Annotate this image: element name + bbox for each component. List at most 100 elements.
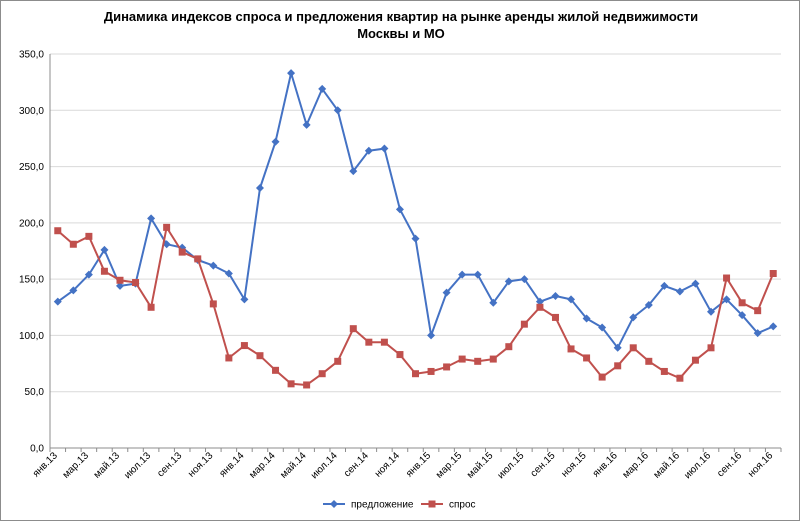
x-tick-label: май.16 <box>652 450 683 481</box>
x-tick-label: сен.15 <box>529 450 558 479</box>
series-2-point <box>583 354 591 362</box>
y-tick-label: 200,0 <box>19 218 44 229</box>
series-1-point <box>209 261 218 270</box>
series-1-point <box>582 314 591 323</box>
x-tick-label: июл.15 <box>496 450 527 481</box>
x-tick-labels: янв.13 мар.13 май.13 июл.13 сен.13 ноя.13 янв.… <box>31 450 776 481</box>
x-tick-label: сен.13 <box>155 450 184 479</box>
x-tick-label: сен.14 <box>342 450 371 479</box>
series-2-point <box>240 342 248 350</box>
series-2-point <box>225 354 233 362</box>
series-group <box>53 69 778 389</box>
series-1-point <box>318 84 327 93</box>
x-tick-label: янв.16 <box>591 450 620 479</box>
series-2-point <box>551 313 559 321</box>
x-tick-label: янв.15 <box>404 450 433 479</box>
series-1-point <box>629 313 638 322</box>
series-1-point <box>349 167 358 176</box>
chart-title-line-1: Динамика индексов спроса и предложения к… <box>104 9 698 24</box>
series-1-point <box>753 329 762 338</box>
series-1-point <box>364 146 373 155</box>
x-tick-label: мар.16 <box>621 450 652 481</box>
series-1-line <box>57 72 774 349</box>
series-2-point <box>769 270 777 278</box>
series-2-point <box>412 370 419 378</box>
series-2-point <box>365 338 373 346</box>
legend-marker-2 <box>428 500 436 508</box>
series-2-line <box>57 226 775 386</box>
series-2-point <box>116 276 124 284</box>
series-2-point <box>691 356 699 364</box>
axes <box>49 54 782 452</box>
series-1-point <box>722 295 731 304</box>
series-1-point <box>53 297 62 306</box>
series-1-point <box>675 287 684 296</box>
series-2-point <box>178 248 186 256</box>
x-tick-label: июл.14 <box>309 450 340 481</box>
x-tick-label: мар.14 <box>247 450 278 481</box>
series-1-point <box>240 295 249 304</box>
series-2-point <box>272 366 280 374</box>
series-1-point <box>302 120 311 129</box>
series-2-point <box>629 344 637 352</box>
series-2-point <box>567 345 575 353</box>
series-2-point <box>334 357 342 365</box>
series-2-point <box>303 381 311 389</box>
y-tick-label: 350,0 <box>19 50 44 61</box>
series-2-point <box>598 373 606 381</box>
series-1-point <box>567 295 576 304</box>
series-2-point <box>676 374 684 382</box>
y-tick-label: 100,0 <box>19 331 44 342</box>
y-tick-label: 0,0 <box>30 444 44 455</box>
series-2-point <box>723 274 731 282</box>
series-2-point <box>505 343 513 351</box>
series-1-point <box>69 286 78 295</box>
x-tick-label: июл.16 <box>682 450 713 481</box>
x-tick-label: мар.13 <box>61 450 92 481</box>
series-1-point <box>333 106 342 115</box>
series-1-point <box>147 214 156 223</box>
x-tick-label: сен.16 <box>715 450 744 479</box>
series-1-point <box>115 281 124 290</box>
x-tick-label: ноя.15 <box>559 450 589 480</box>
series-1-point <box>473 270 482 279</box>
legend-marker-1 <box>330 500 338 508</box>
series-1-point <box>644 301 653 310</box>
series-1-point <box>84 270 93 279</box>
series-2-point <box>380 338 388 346</box>
series-2-point <box>474 357 482 365</box>
series-1-point <box>255 183 264 192</box>
x-tick-label: май.14 <box>278 450 309 481</box>
series-1-point <box>613 343 622 352</box>
x-tick-label: июл.13 <box>122 450 153 481</box>
series-2-point <box>443 363 451 371</box>
series-1-point <box>427 331 436 340</box>
series-1-point <box>520 275 529 284</box>
y-tick-label: 300,0 <box>19 106 44 117</box>
series-2-point <box>100 267 108 275</box>
series-2-point <box>614 362 622 370</box>
series-2-point <box>163 223 171 231</box>
chart-title-line-2: Москвы и МО <box>357 26 445 41</box>
y-tick-label: 150,0 <box>19 275 44 286</box>
series-2-point <box>396 351 404 359</box>
series-1-point <box>224 269 233 278</box>
series-2-point <box>520 320 528 328</box>
x-tick-label: май.13 <box>92 450 123 481</box>
series-2-point <box>194 255 202 263</box>
series-1 <box>53 69 778 352</box>
series-1-point <box>489 298 498 307</box>
series-1-point <box>380 144 389 153</box>
series-2-point <box>209 300 217 308</box>
series-2-point <box>660 367 668 375</box>
series-2-point <box>318 370 326 378</box>
series-1-point <box>660 281 669 290</box>
series-1-point <box>287 69 296 78</box>
series-1-point <box>411 234 420 243</box>
series-1-point <box>271 137 280 146</box>
series-1-point <box>535 297 544 306</box>
gridlines <box>50 53 781 449</box>
series-2-point <box>427 367 435 375</box>
